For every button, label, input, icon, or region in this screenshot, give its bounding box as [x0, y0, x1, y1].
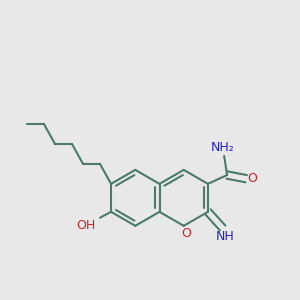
Text: OH: OH — [76, 219, 96, 232]
Text: O: O — [181, 227, 191, 240]
Text: O: O — [247, 172, 257, 185]
Text: NH: NH — [216, 230, 235, 243]
Text: NH₂: NH₂ — [211, 141, 235, 154]
